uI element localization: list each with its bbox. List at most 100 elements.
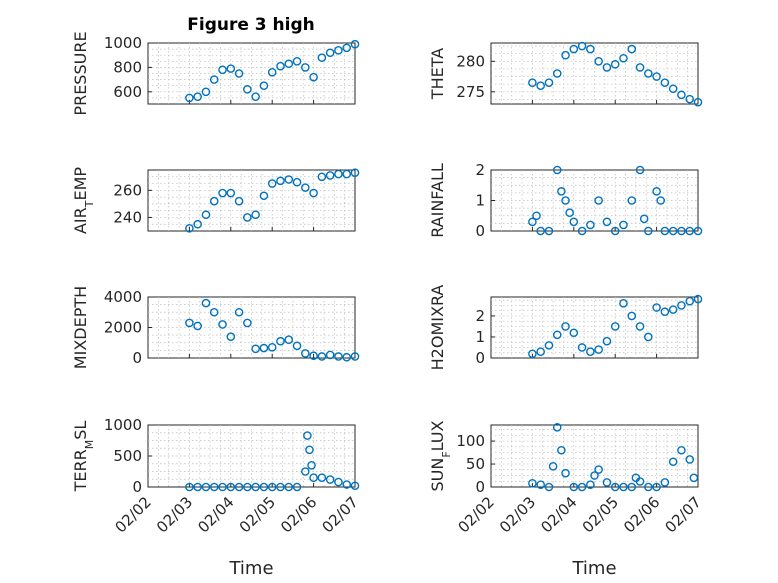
data-point bbox=[259, 191, 269, 201]
data-point bbox=[342, 352, 352, 362]
y-axis-label-main: H2OMIXRA bbox=[428, 285, 447, 371]
data-point bbox=[276, 482, 285, 492]
data-point bbox=[689, 473, 699, 483]
x-tick-label: 02/07 bbox=[662, 493, 705, 536]
y-tick-label: 2 bbox=[475, 161, 485, 179]
data-point bbox=[668, 84, 678, 94]
data-point bbox=[201, 210, 211, 220]
data-point bbox=[317, 352, 327, 361]
data-point bbox=[251, 482, 260, 492]
data-point bbox=[635, 477, 645, 486]
data-point bbox=[552, 422, 562, 432]
data-point bbox=[685, 455, 695, 464]
data-point bbox=[234, 482, 244, 492]
data-point bbox=[544, 78, 554, 87]
data-point bbox=[276, 61, 285, 71]
data-point bbox=[226, 64, 236, 73]
data-point bbox=[639, 214, 649, 224]
data-point bbox=[317, 473, 327, 483]
y-tick-label: 1 bbox=[475, 328, 485, 346]
data-point bbox=[334, 477, 343, 487]
data-point bbox=[652, 482, 661, 492]
x-tick-label: 02/05 bbox=[236, 493, 279, 536]
data-point bbox=[251, 210, 260, 220]
data-point bbox=[243, 213, 252, 222]
y-tick-label: 100 bbox=[456, 432, 485, 450]
y-tick-label: 2000 bbox=[104, 319, 142, 337]
subplot-5: 0 2000 4000 MIXDEPTH bbox=[71, 286, 360, 369]
y-tick-label: 280 bbox=[456, 52, 485, 70]
data-point bbox=[561, 196, 570, 205]
y-axis-label: THETA bbox=[428, 48, 447, 100]
subplot-7: 0 500 1000 TERRMSL 02/0202/0302/0402/0502/06… bbox=[71, 416, 362, 579]
data-point bbox=[594, 57, 603, 66]
x-axis-label: Time bbox=[571, 558, 616, 579]
x-tick-label: 02/03 bbox=[496, 493, 539, 536]
data-point bbox=[325, 171, 335, 180]
y-tick-label: 1000 bbox=[104, 416, 142, 434]
x-tick-label: 02/07 bbox=[319, 493, 362, 536]
data-point bbox=[243, 85, 252, 94]
data-point bbox=[627, 311, 637, 321]
data-point bbox=[586, 347, 595, 356]
y-axis-label-sub: T bbox=[83, 200, 96, 208]
data-point bbox=[536, 81, 545, 90]
data-point bbox=[619, 53, 628, 63]
data-point bbox=[693, 226, 703, 236]
x-tick-label: 02/02 bbox=[455, 493, 498, 536]
data-point bbox=[660, 478, 670, 487]
data-point bbox=[350, 39, 360, 49]
data-point bbox=[209, 196, 219, 206]
y-tick-label: 0 bbox=[475, 478, 485, 496]
data-point bbox=[307, 460, 316, 470]
data-point bbox=[301, 183, 310, 192]
x-axis-label: Time bbox=[228, 558, 273, 579]
data-point bbox=[317, 53, 327, 62]
data-point bbox=[569, 217, 579, 227]
data-point bbox=[693, 97, 703, 107]
y-axis-label: PRESSURE bbox=[71, 31, 90, 115]
data-point bbox=[536, 480, 545, 490]
data-point bbox=[619, 482, 628, 492]
data-point bbox=[610, 482, 620, 492]
y-axis-label-sub: F bbox=[440, 451, 453, 457]
data-point bbox=[569, 328, 579, 338]
data-point bbox=[276, 336, 285, 346]
data-point bbox=[193, 482, 202, 492]
data-point bbox=[619, 220, 628, 230]
y-axis-label-main: SUN bbox=[428, 458, 447, 492]
data-point bbox=[569, 44, 579, 54]
y-axis-label-main: AIR bbox=[71, 207, 90, 234]
y-tick-label: 0 bbox=[475, 222, 485, 240]
data-point bbox=[284, 335, 294, 345]
data-point bbox=[267, 67, 277, 77]
data-point bbox=[602, 63, 612, 72]
data-point bbox=[644, 226, 653, 236]
subplot-8: 050100SUNFLUX02/0202/0302/0402/0502/0602… bbox=[428, 420, 705, 579]
data-point bbox=[334, 169, 343, 179]
data-point bbox=[565, 208, 574, 217]
y-axis-label-tail: EMP bbox=[71, 167, 90, 201]
data-point bbox=[342, 169, 352, 179]
data-point bbox=[276, 176, 285, 186]
data-point bbox=[301, 349, 310, 358]
data-point bbox=[193, 321, 202, 331]
data-point bbox=[557, 445, 566, 455]
y-axis-label: MIXDEPTH bbox=[71, 286, 90, 369]
data-point bbox=[284, 175, 294, 184]
data-point bbox=[602, 336, 612, 346]
y-axis-label-main: THETA bbox=[428, 48, 447, 100]
data-point bbox=[301, 467, 310, 476]
y-tick-label: 4000 bbox=[104, 288, 142, 306]
data-point bbox=[201, 482, 211, 492]
data-point bbox=[577, 41, 587, 51]
data-point bbox=[350, 352, 360, 361]
y-axis-label: H2OMIXRA bbox=[428, 285, 447, 371]
x-tick-label: 02/03 bbox=[153, 493, 196, 536]
y-axis-label: TERRMSL bbox=[71, 421, 96, 493]
data-point bbox=[218, 65, 227, 75]
data-point bbox=[528, 78, 537, 87]
data-point bbox=[209, 75, 219, 84]
data-point bbox=[685, 226, 695, 236]
y-axis-label-main: PRESSURE bbox=[71, 31, 90, 115]
